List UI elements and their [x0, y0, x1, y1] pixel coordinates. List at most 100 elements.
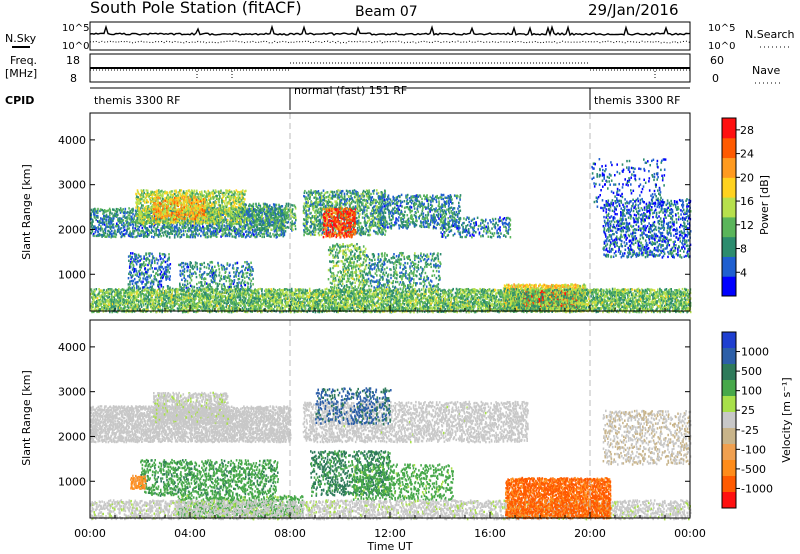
data-cell — [252, 269, 254, 272]
data-cell — [197, 229, 199, 232]
data-cell — [99, 209, 101, 213]
data-cell — [288, 209, 291, 213]
data-cell — [206, 273, 209, 276]
data-cell — [217, 225, 219, 228]
data-cell — [236, 282, 238, 285]
data-cell — [294, 216, 297, 219]
data-cell — [124, 212, 126, 215]
data-cell — [210, 286, 213, 289]
data-cell — [199, 221, 201, 224]
data-cell — [334, 229, 337, 232]
data-cell — [159, 252, 161, 255]
data-cell — [209, 274, 211, 278]
data-cell — [176, 203, 179, 206]
data-cell — [167, 211, 170, 214]
data-cell — [177, 203, 180, 206]
data-cell — [184, 210, 187, 214]
data-cell — [329, 204, 332, 208]
data-cell — [276, 232, 278, 235]
data-cell — [303, 206, 305, 210]
data-cell — [115, 233, 118, 236]
data-cell — [314, 226, 317, 230]
freq-right-tick-top: 60 — [710, 54, 724, 67]
data-cell — [205, 198, 207, 201]
data-cell — [144, 193, 147, 196]
data-cell — [249, 274, 252, 277]
data-cell — [345, 203, 347, 206]
data-cell — [160, 215, 163, 219]
data-cell — [249, 209, 252, 212]
data-cell — [229, 263, 231, 266]
data-cell — [144, 201, 146, 204]
data-cell — [165, 268, 167, 272]
data-cell — [176, 230, 179, 233]
data-cell — [252, 208, 255, 211]
data-cell — [247, 268, 249, 271]
data-cell — [137, 216, 139, 220]
data-cell — [139, 259, 141, 262]
data-cell — [97, 231, 100, 234]
data-cell — [221, 268, 223, 271]
data-cell — [127, 227, 129, 230]
data-cell — [177, 209, 180, 212]
data-cell — [294, 207, 297, 210]
data-cell — [283, 221, 286, 224]
data-cell — [150, 228, 153, 232]
data-cell — [130, 234, 133, 238]
data-cell — [196, 224, 199, 227]
data-cell — [367, 229, 369, 233]
data-cell — [224, 232, 227, 235]
data-cell — [94, 216, 96, 219]
data-cell — [149, 193, 151, 196]
data-cell — [372, 219, 375, 222]
data-cell — [255, 231, 258, 234]
data-cell — [183, 210, 185, 213]
data-cell — [317, 223, 320, 226]
data-cell — [229, 211, 231, 215]
data-cell — [142, 207, 145, 210]
data-cell — [226, 262, 229, 265]
data-cell — [168, 236, 171, 239]
data-cell — [93, 225, 95, 228]
data-cell — [163, 255, 166, 259]
data-cell — [313, 196, 315, 199]
data-cell — [165, 270, 167, 273]
data-cell — [255, 202, 257, 206]
data-cell — [137, 213, 139, 216]
data-cell — [244, 261, 246, 264]
data-cell — [165, 273, 168, 276]
data-cell — [215, 213, 218, 216]
data-cell — [193, 198, 195, 201]
data-cell — [185, 201, 188, 205]
data-cell — [137, 256, 139, 260]
data-cell — [245, 203, 247, 207]
data-cell — [236, 216, 238, 220]
data-cell — [218, 229, 221, 232]
data-cell — [139, 287, 142, 290]
data-cell — [163, 209, 165, 212]
data-cell — [236, 218, 238, 221]
data-cell — [249, 282, 252, 285]
data-cell — [93, 234, 95, 238]
data-cell — [128, 211, 131, 214]
data-cell — [169, 227, 172, 231]
data-cell — [232, 222, 235, 225]
data-cell — [317, 219, 319, 222]
data-cell — [182, 232, 185, 235]
data-cell — [239, 213, 241, 217]
data-cell — [171, 220, 173, 224]
data-cell — [143, 286, 146, 289]
data-cell — [193, 201, 196, 205]
data-cell — [186, 198, 189, 202]
data-cell — [278, 209, 280, 213]
data-cell — [242, 274, 245, 277]
data-cell — [217, 223, 220, 226]
data-cell — [206, 232, 209, 236]
data-cell — [209, 215, 212, 218]
data-cell — [218, 207, 220, 210]
data-cell — [95, 228, 97, 231]
data-cell — [94, 208, 97, 211]
data-cell — [249, 218, 251, 221]
data-cell — [90, 218, 93, 221]
data-cell — [152, 255, 154, 258]
